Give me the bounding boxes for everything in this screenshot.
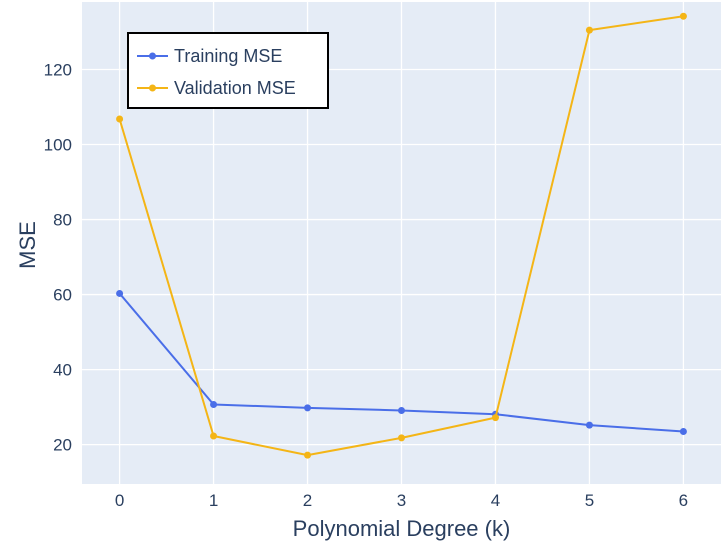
data-point[interactable] <box>398 406 405 414</box>
x-tick-label: 0 <box>115 491 124 510</box>
data-point[interactable] <box>304 451 312 459</box>
data-point[interactable] <box>398 434 405 442</box>
ticks: 0 1 2 3 4 5 6 20 40 60 80 100 120 <box>44 61 689 510</box>
data-point[interactable] <box>304 404 312 412</box>
x-tick-label: 5 <box>585 491 594 510</box>
y-tick-label: 40 <box>53 361 72 380</box>
y-tick-label: 60 <box>53 286 72 305</box>
series <box>116 12 687 459</box>
x-tick-label: 6 <box>679 491 688 510</box>
data-point[interactable] <box>491 414 499 422</box>
data-point[interactable] <box>116 289 124 297</box>
data-point[interactable] <box>116 115 124 123</box>
legend-label-validation: Validation MSE <box>174 78 296 98</box>
x-tick-label: 1 <box>209 491 218 510</box>
legend[interactable]: Training MSE Validation MSE <box>127 32 329 109</box>
legend-box <box>127 32 329 109</box>
x-tick-label: 4 <box>491 491 500 510</box>
legend-item-validation[interactable]: Validation MSE <box>137 78 296 98</box>
y-tick-label: 80 <box>53 211 72 230</box>
legend-marker-validation <box>149 84 156 92</box>
legend-item-training[interactable]: Training MSE <box>137 46 282 66</box>
data-point[interactable] <box>210 432 218 440</box>
y-tick-label: 120 <box>44 61 72 80</box>
y-tick-label: 100 <box>44 136 72 155</box>
data-point[interactable] <box>679 12 687 20</box>
data-point[interactable] <box>210 400 218 408</box>
y-tick-label: 20 <box>53 436 72 455</box>
data-point[interactable] <box>679 427 687 435</box>
data-point[interactable] <box>585 421 593 429</box>
x-tick-label: 3 <box>397 491 406 510</box>
legend-label-training: Training MSE <box>174 46 282 66</box>
y-axis-title: MSE <box>15 221 40 269</box>
x-axis-title: Polynomial Degree (k) <box>293 516 511 541</box>
legend-marker-training <box>149 52 156 60</box>
data-point[interactable] <box>585 26 593 34</box>
x-tick-label: 2 <box>303 491 312 510</box>
